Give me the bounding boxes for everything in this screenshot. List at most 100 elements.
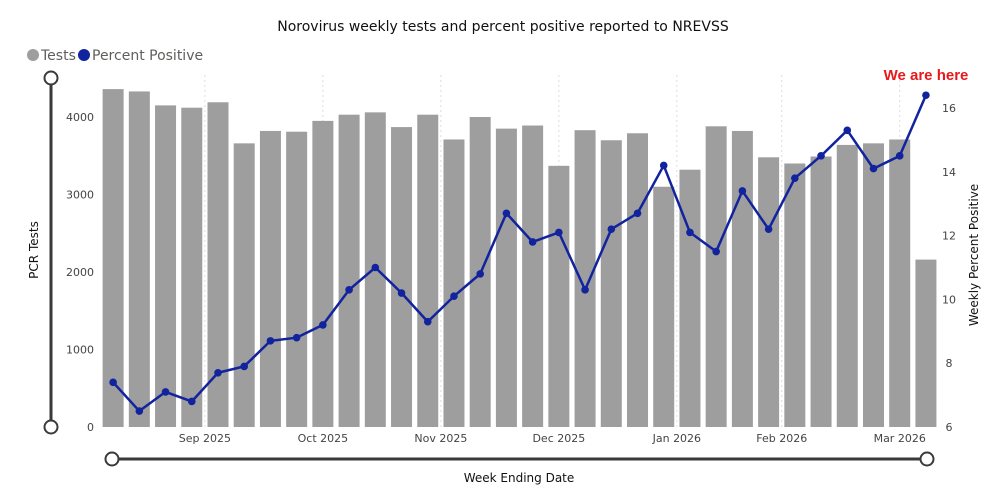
y-left-tick-label-0: 0 (87, 421, 94, 434)
point-percent-positive-14 (476, 270, 484, 278)
bar-tests-21 (653, 186, 675, 427)
point-percent-positive-1 (135, 407, 144, 415)
line-series-percent-positive (109, 91, 930, 415)
bar-tests-5 (233, 143, 255, 427)
x-tick-label-4: Jan 2026 (652, 432, 701, 445)
bar-tests-12 (417, 114, 439, 428)
point-percent-positive-31 (922, 91, 930, 100)
point-percent-positive-17 (555, 228, 563, 237)
bar-tests-29 (862, 143, 884, 427)
point-percent-positive-23 (712, 247, 720, 256)
point-percent-positive-4 (214, 368, 222, 377)
bar-tests-26 (784, 163, 806, 427)
bar-tests-27 (810, 156, 832, 427)
y-left-tick-label-2: 2000 (66, 266, 94, 279)
point-percent-positive-26 (791, 174, 799, 182)
bar-tests-23 (705, 126, 727, 428)
we-are-here-annotation: We are here (884, 67, 969, 84)
point-percent-positive-19 (607, 225, 616, 234)
zoom-slider-horizontal-left-handle[interactable] (104, 451, 120, 467)
point-percent-positive-7 (292, 333, 301, 342)
y-right-tick-label-1: 8 (946, 357, 953, 370)
bar-tests-1 (128, 91, 150, 428)
point-percent-positive-16 (528, 238, 537, 246)
point-percent-positive-21 (659, 161, 668, 170)
zoom-slider-horizontal[interactable] (104, 451, 935, 467)
bar-tests-20 (627, 133, 649, 427)
bar-tests-28 (836, 144, 858, 427)
bar-series-tests (102, 89, 937, 428)
y-axis-left-ticks: 0 1000 2000 3000 4000 (66, 111, 94, 434)
point-percent-positive-6 (266, 337, 275, 345)
y-axis-left-title: PCR Tests (27, 221, 41, 279)
bar-tests-22 (679, 169, 701, 427)
bar-tests-13 (443, 139, 465, 427)
zoom-slider-vertical-top-handle[interactable] (43, 70, 59, 86)
point-percent-positive-25 (764, 225, 773, 234)
point-percent-positive-5 (240, 362, 249, 371)
y-right-tick-label-5: 16 (942, 102, 956, 115)
bar-tests-15 (495, 128, 517, 427)
legend-label-percent-positive: Percent Positive (92, 48, 203, 64)
zoom-slider-vertical-bottom-handle[interactable] (43, 419, 59, 435)
bar-tests-0 (102, 89, 124, 427)
point-percent-positive-28 (843, 126, 852, 135)
x-axis-ticks: Sep 2025 Oct 2025 Nov 2025 Dec 2025 Jan 2026… (179, 432, 926, 445)
y-right-tick-label-3: 12 (942, 230, 956, 243)
bar-tests-25 (758, 157, 780, 428)
bar-tests-18 (574, 130, 596, 428)
point-percent-positive-8 (319, 321, 327, 329)
bar-tests-9 (338, 114, 360, 428)
point-percent-positive-9 (345, 286, 353, 294)
bar-tests-3 (181, 107, 203, 427)
point-percent-positive-13 (450, 292, 458, 301)
y-right-tick-label-2: 10 (942, 293, 956, 306)
point-percent-positive-18 (581, 286, 589, 294)
bar-tests-6 (259, 130, 281, 427)
bar-tests-17 (548, 165, 570, 427)
bar-tests-24 (731, 130, 753, 427)
bar-tests-16 (522, 125, 544, 428)
legend-marker-tests (27, 49, 39, 61)
x-tick-label-0: Sep 2025 (179, 432, 231, 445)
x-tick-label-2: Nov 2025 (414, 432, 467, 445)
point-percent-positive-22 (686, 228, 694, 237)
zoom-slider-horizontal-right-handle[interactable] (919, 451, 935, 467)
chart-title: Norovirus weekly tests and percent posit… (277, 19, 729, 35)
bar-tests-30 (889, 139, 911, 427)
zoom-slider-vertical[interactable] (43, 70, 59, 435)
x-tick-label-6: Mar 2026 (874, 432, 926, 445)
legend-marker-percent-positive (78, 49, 90, 61)
bar-tests-19 (600, 140, 622, 427)
point-percent-positive-10 (371, 263, 380, 272)
point-percent-positive-15 (502, 209, 511, 218)
y-left-tick-label-3: 3000 (66, 189, 94, 202)
point-percent-positive-3 (187, 397, 196, 406)
point-percent-positive-11 (397, 289, 406, 297)
y-right-tick-label-0: 6 (946, 421, 953, 434)
percent-positive-line (112, 94, 928, 413)
x-tick-label-3: Dec 2025 (532, 432, 585, 445)
point-percent-positive-27 (817, 152, 825, 160)
bar-tests-11 (391, 127, 413, 427)
bar-tests-4 (207, 102, 229, 428)
legend-label-tests: Tests (40, 48, 76, 64)
point-percent-positive-30 (895, 152, 904, 160)
point-percent-positive-29 (869, 164, 878, 173)
point-percent-positive-24 (738, 187, 747, 195)
point-percent-positive-0 (109, 378, 117, 387)
y-left-tick-label-1: 1000 (66, 344, 94, 357)
x-tick-label-5: Feb 2026 (756, 432, 807, 445)
x-tick-label-1: Oct 2025 (298, 432, 349, 445)
point-percent-positive-20 (633, 209, 642, 218)
legend: Tests Percent Positive (27, 48, 203, 64)
y-axis-right-title: Weekly Percent Positive (967, 184, 981, 326)
point-percent-positive-2 (161, 388, 170, 396)
bar-tests-8 (312, 120, 334, 427)
point-percent-positive-12 (423, 317, 432, 326)
bar-tests-2 (155, 105, 177, 427)
y-axis-right-ticks: 6 8 10 12 14 16 (942, 102, 956, 434)
y-right-tick-label-4: 14 (942, 166, 956, 179)
y-left-tick-label-4: 4000 (66, 111, 94, 124)
